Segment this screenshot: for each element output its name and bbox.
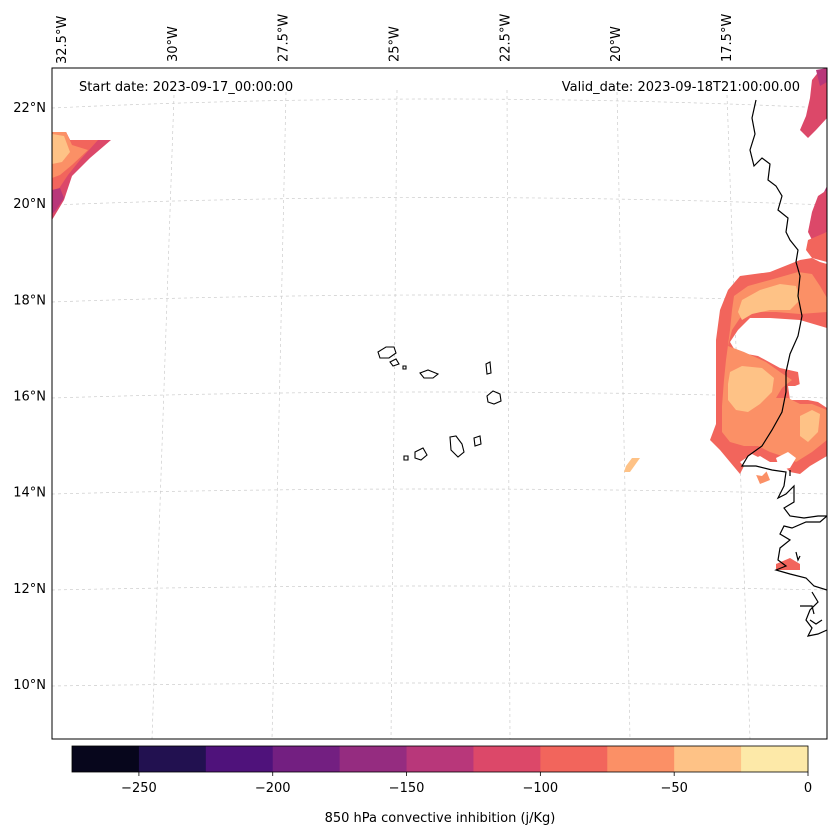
- island-santo-antao: [377, 346, 397, 359]
- colorbar-label: 850 hPa convective inhibition (j/Kg): [325, 811, 556, 826]
- cin-contour-patch: [52, 134, 70, 164]
- longitude-tick-label: 20°W: [609, 26, 624, 62]
- colorbar-frame: [71, 745, 809, 773]
- map-frame: [51, 67, 828, 740]
- cin-contour-patch: [738, 284, 800, 320]
- gridlines: [52, 89, 827, 739]
- cin-contour-patch: [808, 190, 827, 240]
- coastline-fragment: [805, 591, 827, 637]
- cin-contour-patch: [728, 366, 774, 412]
- cin-field-east: [624, 68, 827, 570]
- colorbar-tick-label: −200: [255, 781, 291, 796]
- longitude-tick-labels: 32.5°W 30°W 27.5°W 25°W 22.5°W 20°W 17.5°W: [55, 14, 735, 64]
- start-date-annotation: Start date: 2023-09-17_00:00:00: [79, 80, 293, 95]
- longitude-tick-label: 32.5°W: [55, 16, 70, 64]
- colorbar-cells: [72, 746, 809, 772]
- island-sao-vicente: [389, 358, 400, 367]
- coastline: [740, 99, 827, 637]
- cin-contour-patch: [816, 68, 827, 86]
- colorbar: −250 −200 −150 −100 −50 0 850 hPa convective …: [71, 745, 812, 826]
- latitude-tick-label: 16°N: [13, 390, 46, 405]
- colorbar-cell: [406, 746, 474, 772]
- cin-contour-patch: [624, 458, 640, 472]
- cin-contour-patch: [800, 410, 820, 442]
- colorbar-tick-label: 0: [804, 781, 812, 796]
- colorbar-tick-label: −50: [660, 781, 687, 796]
- island-boa-vista: [486, 390, 502, 405]
- island-sal: [485, 361, 492, 375]
- cin-contour-patch: [806, 232, 827, 262]
- colorbar-tick-label: −250: [121, 781, 157, 796]
- longitude-tick-label: 17.5°W: [720, 14, 735, 62]
- coastline-fragment: [795, 551, 801, 562]
- colorbar-cell: [339, 746, 408, 772]
- latitude-tick-label: 14°N: [13, 486, 46, 501]
- cin-field-gaps: [740, 384, 806, 476]
- island-sao-nicolau: [419, 369, 440, 379]
- longitude-tick-label: 30°W: [166, 26, 181, 62]
- cin-field-northwest: [52, 132, 111, 220]
- colorbar-cell: [741, 746, 809, 772]
- latitude-tick-label: 18°N: [13, 293, 46, 308]
- colorbar-cell: [540, 746, 608, 772]
- map-background: [52, 68, 827, 739]
- island-santa-luzia: [402, 365, 407, 370]
- colorbar-cell: [272, 746, 341, 772]
- colorbar-cell: [674, 746, 742, 772]
- colorbar-cell: [473, 746, 541, 772]
- cape-verde-islands: [377, 346, 502, 461]
- west-africa-coastline: [740, 99, 827, 519]
- colorbar-cell: [72, 746, 140, 772]
- colorbar-cell: [205, 746, 274, 772]
- latitude-tick-label: 22°N: [13, 101, 46, 116]
- island-santiago: [449, 435, 465, 458]
- cin-contour-patch: [722, 272, 827, 462]
- colorbar-ticks: −250 −200 −150 −100 −50 0: [121, 772, 812, 796]
- colorbar-cell: [607, 746, 675, 772]
- colorbar-tick-label: −150: [389, 781, 425, 796]
- colorbar-cell: [138, 746, 207, 772]
- coastline-fragment: [800, 605, 815, 615]
- cin-contour-patch: [52, 188, 64, 214]
- longitude-tick-label: 25°W: [388, 26, 403, 62]
- latitude-tick-label: 12°N: [13, 582, 46, 597]
- colorbar-tick-label: −100: [523, 781, 559, 796]
- island-maio: [473, 435, 482, 447]
- coastline-fragment: [809, 619, 823, 625]
- latitude-tick-label: 20°N: [13, 197, 46, 212]
- longitude-tick-label: 27.5°W: [277, 14, 292, 62]
- guinea-coastline: [774, 515, 827, 591]
- latitude-tick-label: 10°N: [13, 678, 46, 693]
- island-fogo: [414, 447, 428, 461]
- latitude-tick-labels: 22°N 20°N 18°N 16°N 14°N 12°N 10°N: [13, 101, 46, 693]
- island-brava: [403, 455, 409, 461]
- longitude-tick-label: 22.5°W: [498, 14, 513, 62]
- valid-date-annotation: Valid_date: 2023-09-18T21:00:00.00: [562, 80, 800, 95]
